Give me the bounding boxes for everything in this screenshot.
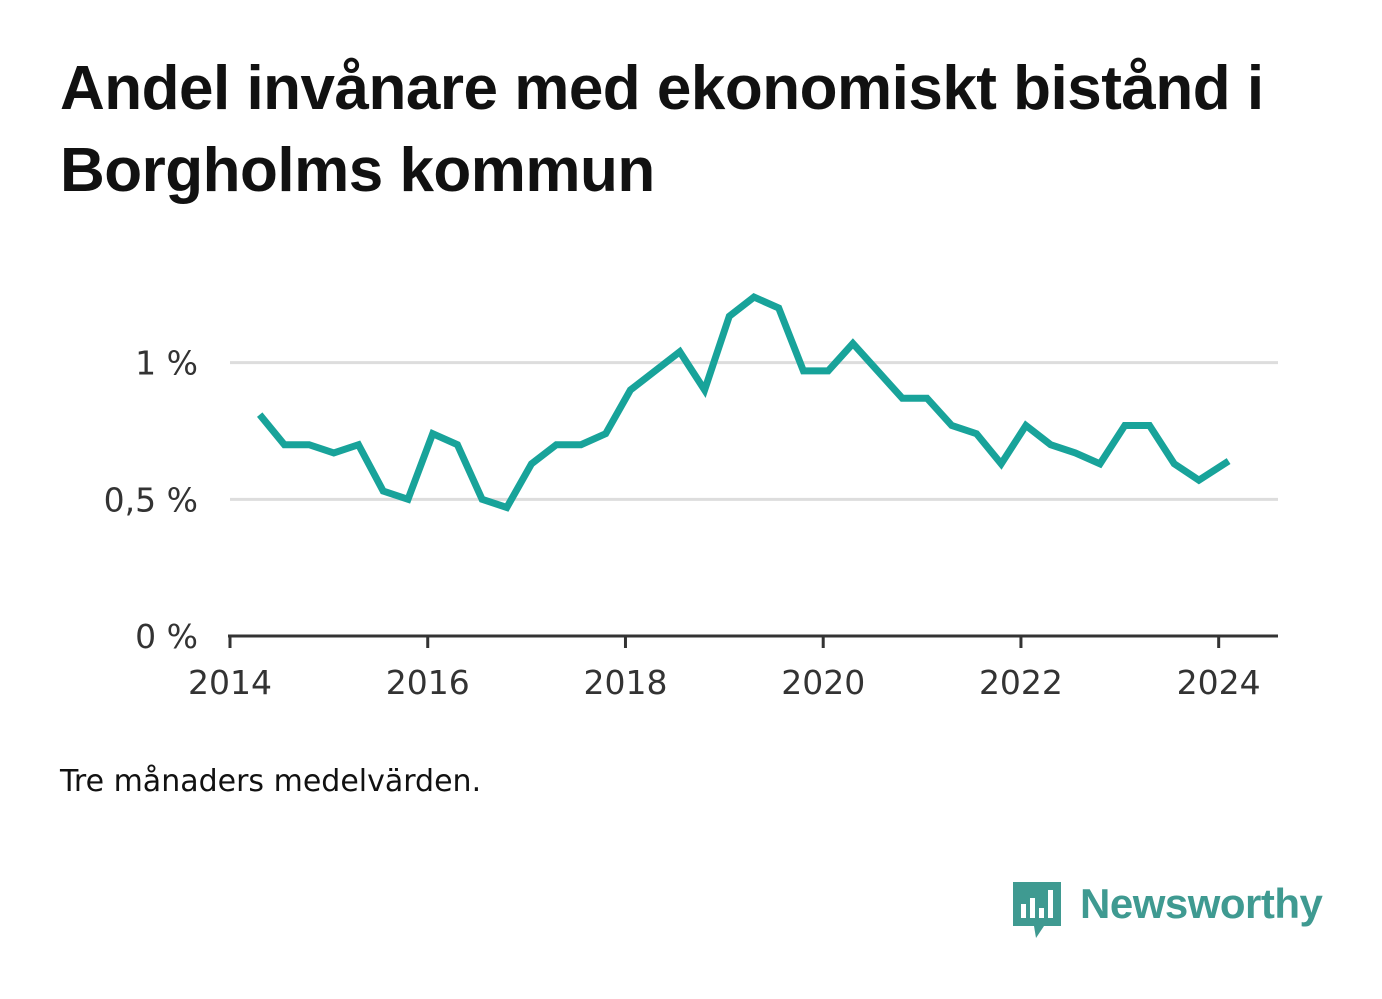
data-point — [1225, 458, 1232, 465]
newsworthy-logo[interactable]: Newsworthy — [1010, 878, 1330, 942]
x-tick-label: 2016 — [386, 663, 470, 702]
data-point — [503, 504, 510, 511]
y-axis: 0 % 0,5 % 1 % — [104, 344, 198, 656]
data-point — [479, 496, 486, 503]
y-tick-label: 1 % — [135, 344, 198, 383]
data-point — [1047, 441, 1054, 448]
data-point — [528, 460, 535, 467]
data-point — [726, 313, 733, 320]
data-point — [553, 441, 560, 448]
bar-chart-speech-bubble-icon — [1013, 882, 1061, 938]
x-tick-label: 2024 — [1177, 663, 1261, 702]
data-point — [1072, 449, 1079, 456]
data-point — [948, 422, 955, 429]
data-point — [429, 430, 436, 437]
x-tick-label: 2014 — [188, 663, 272, 702]
data-point — [825, 367, 832, 374]
data-point — [775, 305, 782, 312]
x-axis: 2014 2016 2018 2020 2022 2024 — [188, 634, 1278, 702]
data-point — [874, 367, 881, 374]
data-point — [602, 430, 609, 437]
series-layer — [256, 293, 1232, 512]
x-tick-label: 2018 — [583, 663, 667, 702]
y-tick-label: 0,5 % — [104, 480, 198, 519]
data-point — [330, 449, 337, 456]
data-point — [998, 460, 1005, 467]
data-point — [454, 441, 461, 448]
y-tick-label: 0 % — [135, 617, 198, 656]
data-point — [1146, 422, 1153, 429]
data-point — [701, 387, 708, 394]
chart-title: Andel invånare med ekonomiskt bistånd i … — [60, 54, 1264, 205]
data-point — [1195, 477, 1202, 484]
data-point — [404, 496, 411, 503]
data-point — [380, 488, 387, 495]
data-point — [1121, 422, 1128, 429]
data-point — [676, 348, 683, 355]
data-point — [627, 387, 634, 394]
brand-name: Newsworthy — [1080, 880, 1323, 927]
data-point — [899, 395, 906, 402]
footnote: Tre månaders medelvärden. — [60, 764, 482, 799]
data-point — [281, 441, 288, 448]
data-point — [256, 411, 263, 418]
data-point — [1097, 460, 1104, 467]
data-point — [849, 340, 856, 347]
x-tick-label: 2022 — [979, 663, 1063, 702]
data-point — [306, 441, 313, 448]
data-point — [973, 430, 980, 437]
data-point — [751, 294, 758, 301]
data-point — [577, 441, 584, 448]
data-point — [355, 441, 362, 448]
data-point — [652, 367, 659, 374]
data-point — [1171, 460, 1178, 467]
data-point — [924, 395, 931, 402]
data-point — [1022, 422, 1029, 429]
series-line — [256, 293, 1231, 512]
x-tick-label: 2020 — [781, 663, 865, 702]
data-point — [800, 367, 807, 374]
